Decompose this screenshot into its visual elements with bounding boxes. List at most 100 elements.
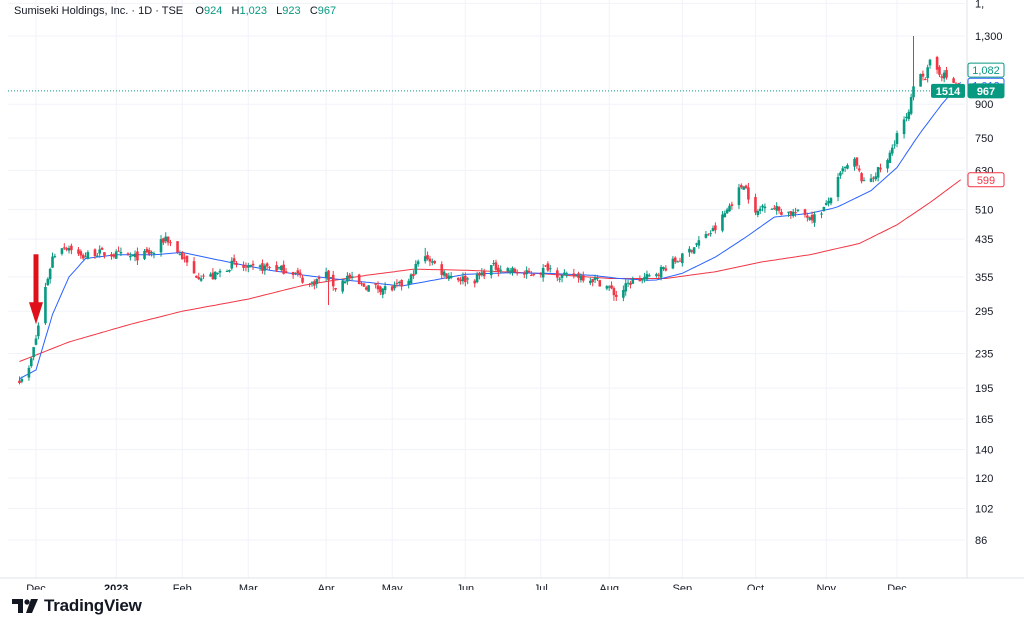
candle-body — [329, 277, 333, 279]
candle-body — [230, 260, 234, 269]
candle-body — [860, 173, 863, 182]
candle-body — [409, 274, 413, 284]
candle-body — [756, 211, 760, 215]
candle-body — [334, 287, 337, 290]
price-tick-label: 102 — [975, 503, 993, 515]
candle-body — [742, 186, 745, 190]
time-tick-label: Feb — [173, 583, 192, 590]
candle-body — [280, 265, 283, 270]
candle-body — [395, 282, 399, 284]
candle-body — [63, 247, 66, 249]
candle-body — [704, 234, 708, 238]
candle-body — [315, 279, 319, 284]
candle-body — [494, 262, 498, 270]
candle-body — [810, 214, 814, 221]
candle-body — [341, 280, 344, 292]
candle-body — [466, 278, 469, 280]
candle-body — [310, 282, 314, 284]
candle-body — [192, 261, 196, 274]
candle-body — [563, 272, 566, 275]
close-value: 967 — [317, 5, 337, 17]
candle-body — [655, 274, 658, 276]
candle-body — [447, 275, 451, 280]
candle-body — [612, 288, 616, 296]
candle-body — [629, 282, 632, 285]
candle-body — [839, 172, 842, 176]
candle-body — [242, 264, 245, 268]
candle-body — [775, 206, 778, 211]
candle-body — [150, 252, 153, 254]
candle-body — [622, 289, 625, 298]
symbol-header: Sumiseki Holdings, Inc. · 1D · TSE O924 … — [14, 5, 336, 17]
candle-body — [614, 294, 618, 297]
candle-body — [456, 278, 460, 281]
candle-body — [492, 263, 495, 265]
candle-body — [112, 254, 116, 257]
candle-body — [607, 286, 611, 288]
candle-body — [836, 176, 840, 197]
candle-body — [46, 278, 50, 286]
tradingview-logo-icon — [12, 599, 38, 613]
time-tick-label: Apr — [318, 583, 335, 590]
candle-body — [393, 284, 396, 289]
candle-body — [711, 227, 715, 232]
candle-body — [489, 265, 493, 276]
candle-body — [60, 248, 64, 254]
brand[interactable]: TradingView — [12, 596, 142, 616]
candle-body — [565, 273, 569, 275]
candle-body — [572, 273, 576, 277]
candle-body — [631, 279, 635, 284]
candle-body — [928, 59, 932, 66]
price-tick-label: 510 — [975, 205, 993, 217]
countdown-label-text: 1514 — [936, 86, 961, 98]
candle-body — [515, 272, 519, 274]
candle-body — [558, 278, 561, 280]
candle-body — [428, 258, 432, 262]
candle-body — [862, 180, 866, 182]
candle-body — [893, 144, 896, 146]
candle-body — [27, 367, 31, 378]
candle-body — [657, 274, 661, 276]
candle-body — [258, 265, 262, 268]
candle-body — [662, 267, 665, 270]
candle-body — [202, 275, 205, 277]
candle-body — [110, 254, 113, 257]
candle-body — [65, 248, 68, 250]
candle-body — [164, 236, 168, 242]
candle-body — [872, 177, 875, 179]
candle-body — [924, 79, 927, 81]
candle-body — [846, 165, 849, 169]
candle-body — [813, 214, 816, 223]
candle-body — [211, 272, 215, 280]
candle-body — [942, 72, 946, 79]
candle-body — [51, 256, 54, 268]
candle-body — [560, 275, 564, 278]
candle-body — [723, 213, 727, 218]
candle-body — [180, 252, 184, 260]
price-tick-label-partial: 1, — [975, 0, 984, 10]
candle-body — [209, 274, 212, 277]
candle-body — [327, 270, 330, 281]
open-label: O — [195, 5, 204, 17]
candle-body — [275, 265, 278, 271]
ma-fast-line — [19, 81, 962, 380]
price-chart[interactable]: 8610212014016519523529535543551063075090… — [0, 0, 1024, 590]
candle-body — [199, 278, 203, 281]
candle-body — [251, 263, 255, 266]
candle-body — [317, 277, 321, 279]
candle-body — [843, 167, 847, 169]
candle-body — [664, 268, 668, 271]
time-tick-label: Nov — [816, 583, 836, 590]
time-tick-label: 2023 — [104, 583, 128, 590]
candle-body — [480, 272, 484, 276]
candle-body — [119, 252, 123, 254]
candle-body — [176, 241, 179, 253]
candle-body — [185, 255, 189, 263]
candle-body — [381, 288, 385, 295]
arrow-head — [29, 302, 43, 325]
candle-body — [511, 267, 514, 273]
candle-body — [721, 214, 724, 231]
price-axis: 8610212014016519523529535543551063075090… — [975, 0, 1003, 547]
close-label: C — [309, 5, 318, 17]
candle-body — [761, 205, 764, 208]
